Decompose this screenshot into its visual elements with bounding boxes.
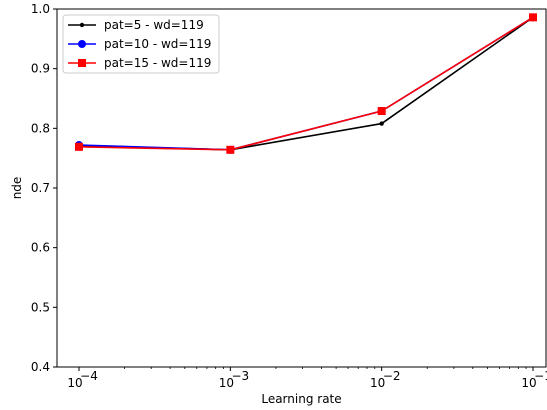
x-tick-label: 10: [219, 376, 234, 390]
square-marker: [75, 142, 83, 151]
square-marker: [226, 145, 235, 154]
x-tick-exponent: −3: [231, 369, 249, 383]
y-tick-label: 0.4: [31, 360, 50, 374]
x-axis-label: Learning rate: [261, 392, 341, 406]
y-axis-label: nde: [10, 177, 24, 200]
series-line: [78, 16, 534, 151]
y-tick-label: 0.5: [31, 300, 50, 314]
legend-item: pat=15 - wd=119: [68, 56, 211, 70]
point-marker: [79, 22, 85, 28]
legend: pat=5 - wd=119 pat=10 - wd=119 pat=15 - wd…: [62, 14, 220, 74]
legend-label: pat=15 - wd=119: [104, 56, 211, 70]
y-tick-label: 0.6: [31, 241, 50, 255]
series-pat-15-wd-119: [75, 13, 537, 154]
point-marker: [379, 121, 384, 126]
square-marker: [377, 107, 386, 116]
legend-label: pat=10 - wd=119: [104, 37, 211, 51]
square-marker: [78, 59, 86, 67]
x-tick-exponent: −2: [383, 369, 401, 383]
x-tick-exponent: −1: [534, 369, 547, 383]
legend-item: pat=10 - wd=119: [68, 37, 211, 51]
series-group: [75, 13, 537, 154]
legend-label: pat=5 - wd=119: [104, 18, 204, 32]
y-tick-label: 0.7: [31, 181, 50, 195]
square-marker: [529, 13, 537, 22]
x-tick-label: 10: [67, 376, 82, 390]
y-tick-label: 0.9: [31, 62, 50, 76]
ticks: 10−410−310−210−10.40.50.60.70.80.91.0: [31, 2, 547, 390]
circle-marker: [78, 40, 86, 48]
legend-box: [62, 14, 220, 74]
x-tick-exponent: −4: [80, 369, 98, 383]
x-tick-label: 10: [370, 376, 385, 390]
x-tick-label: 10: [521, 376, 536, 390]
y-tick-label: 0.8: [31, 121, 50, 135]
y-tick-label: 1.0: [31, 2, 50, 16]
legend-item: pat=5 - wd=119: [68, 18, 204, 32]
